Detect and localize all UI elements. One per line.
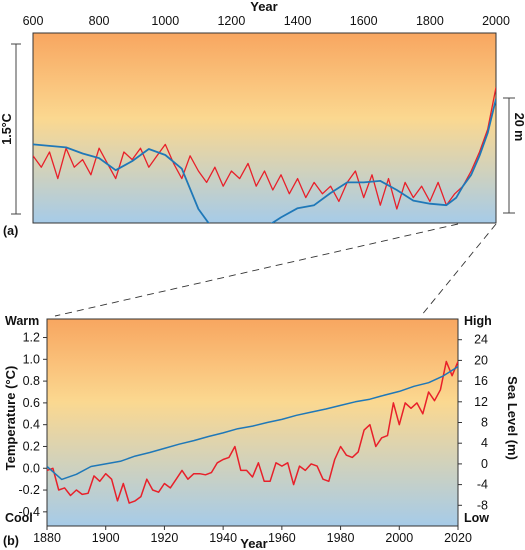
- panel-b-y2-axis-title: Sea Level (m): [505, 376, 520, 460]
- panel-a-x-tick: 2000: [482, 14, 510, 28]
- panel-b-x-tick: 1960: [268, 531, 296, 545]
- panel-a-x-tick: 1200: [217, 14, 245, 28]
- panel-b-y2-ticks: 24 20 16 12 8 4 0 -4 -8: [458, 333, 488, 512]
- panel-b-x-ticks: 1880 1900 1920 1940 1960 1980 2000 2020: [33, 526, 472, 545]
- panel-b-y-tick: 0.8: [23, 374, 40, 388]
- panel-a-x-ticks: 600 800 1000 1200 1400 1600 1800 2000: [23, 14, 510, 28]
- panel-b-y-tick: -0.2: [18, 483, 40, 497]
- panel-b-y2-tick: 16: [474, 374, 488, 388]
- right-scale-label: 20 m: [512, 113, 525, 142]
- panel-b-y2-tick: 12: [474, 395, 488, 409]
- zoom-connector-left: [54, 223, 459, 317]
- panel-b-x-tick: 1980: [327, 531, 355, 545]
- panel-a-plot-area: [32, 32, 497, 224]
- panel-b-plot-area: [46, 318, 459, 527]
- panel-b-y-tick: -0.4: [18, 505, 40, 519]
- cool-label: Cool: [5, 511, 33, 525]
- panel-b-y-tick: 1.0: [23, 352, 40, 366]
- panel-a-x-tick: 1600: [350, 14, 378, 28]
- panel-b-y-tick: 0.6: [23, 396, 40, 410]
- panel-a: 600 800 1000 1200 1400 1600 1800 2000 Ye…: [0, 0, 525, 238]
- panel-a-label: (a): [3, 224, 18, 238]
- panel-b-x-tick: 2020: [444, 531, 472, 545]
- panel-b-y2-tick: 24: [474, 333, 488, 347]
- panel-b-y-tick: 0.4: [23, 418, 40, 432]
- panel-b-x-tick: 1920: [151, 531, 179, 545]
- panel-b-y-ticks: 1.2 1.0 0.8 0.6 0.4 0.2 0.0 -0.2 -0.4: [18, 331, 47, 519]
- panel-b-temperature-line: [47, 360, 458, 504]
- left-scale-label: 1.5°C: [0, 113, 14, 144]
- panel-a-x-tick: 600: [23, 14, 44, 28]
- panel-b-y-tick: 1.2: [23, 331, 40, 345]
- panel-b: 1.2 1.0 0.8 0.6 0.4 0.2 0.0 -0.2 -0.4 24 20 16 12 8 4…: [3, 314, 520, 550]
- panel-a-sea-level-line: [33, 98, 496, 223]
- panel-b-y2-tick: 8: [481, 416, 488, 430]
- zoom-connectors: [54, 223, 497, 317]
- panel-a-x-tick: 1800: [416, 14, 444, 28]
- zoom-connector-right: [420, 223, 497, 317]
- panel-b-x-tick: 2000: [385, 531, 413, 545]
- panel-a-x-tick: 1400: [284, 14, 312, 28]
- left-scale-bar: [11, 43, 21, 215]
- panel-b-sea-level-line: [47, 365, 458, 481]
- low-label: Low: [464, 511, 489, 525]
- panel-b-x-tick: 1900: [92, 531, 120, 545]
- panel-b-y2-tick: -4: [477, 478, 488, 492]
- panel-a-x-tick: 1000: [151, 14, 179, 28]
- panel-a-x-tick: 800: [89, 14, 110, 28]
- panel-b-y2-tick: 0: [481, 457, 488, 471]
- high-label: High: [464, 314, 492, 328]
- panel-b-y-axis-title: Temperature (°C): [3, 366, 18, 471]
- panel-a-x-axis-title: Year: [250, 0, 277, 14]
- panel-b-y2-tick: 20: [474, 353, 488, 367]
- right-scale-bar: [503, 97, 515, 214]
- panel-b-x-tick: 1940: [209, 531, 237, 545]
- panel-b-x-tick: 1880: [33, 531, 61, 545]
- panel-b-y-tick: 0.0: [23, 461, 40, 475]
- panel-b-y-tick: 0.2: [23, 439, 40, 453]
- warm-label: Warm: [5, 314, 39, 328]
- panel-b-y2-tick: -8: [477, 498, 488, 512]
- panel-b-label: (b): [3, 534, 19, 548]
- panel-b-y2-tick: 4: [481, 436, 488, 450]
- panel-a-temperature-line: [33, 87, 496, 210]
- panel-b-x-axis-title: Year: [240, 536, 267, 550]
